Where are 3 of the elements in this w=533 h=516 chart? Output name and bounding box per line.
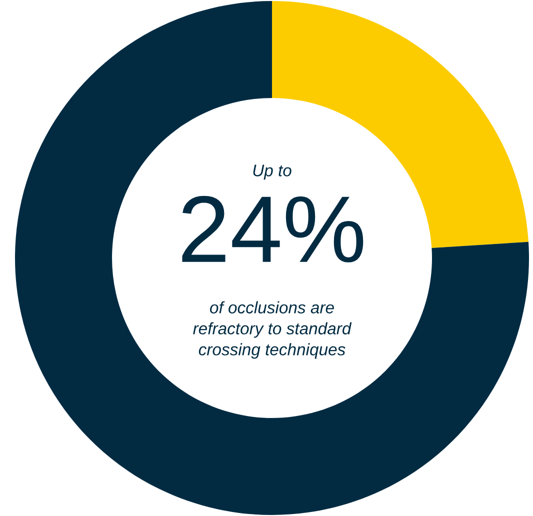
text: 24% [182,196,364,262]
text: Up to [253,164,292,180]
text: of occlusions are refractory to standard crossing techniques [193,301,352,359]
